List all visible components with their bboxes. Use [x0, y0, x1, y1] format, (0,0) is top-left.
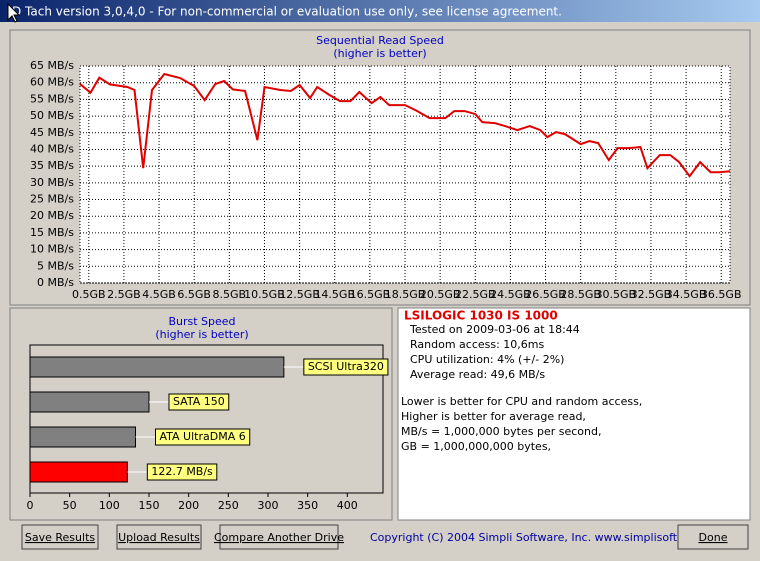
button-label: Done — [699, 531, 728, 544]
read-line — [79, 72, 731, 178]
y-tick-label: 50 MB/s — [30, 109, 74, 122]
bar — [29, 356, 285, 378]
x-tick-label: 6.5GB — [177, 288, 211, 301]
info-note: Lower is better for CPU and random acces… — [401, 395, 642, 408]
x-tick-label: 32.5GB — [631, 288, 672, 301]
y-tick-label: 35 MB/s — [30, 159, 74, 172]
bar — [29, 461, 128, 483]
y-tick-label: 5 MB/s — [37, 259, 74, 272]
x-tick-label: 0 — [27, 499, 34, 512]
label-box — [303, 358, 389, 376]
window-title: D Tach version 3,0,4,0 - For non-commerc… — [12, 5, 562, 19]
bar-label: ATA UltraDMA 6 — [160, 430, 246, 443]
x-tick-label: 30.5GB — [596, 288, 637, 301]
label-box — [155, 428, 251, 446]
bar — [29, 391, 150, 413]
info-note: MB/s = 1,000,000 bytes per second, — [401, 425, 601, 438]
button[interactable]: Save Results — [21, 524, 99, 550]
cursor — [7, 2, 21, 23]
button[interactable]: Done — [677, 524, 749, 550]
info-line: Average read: 49,6 MB/s — [410, 368, 545, 381]
info-note: GB = 1,000,000,000 bytes, — [401, 440, 551, 453]
y-tick-label: 0 MB/s — [37, 276, 74, 289]
x-tick-label: 100 — [99, 499, 120, 512]
chart-subtitle: (higher is better) — [155, 328, 248, 341]
y-tick-label: 40 MB/s — [30, 142, 74, 155]
x-tick-label: 4.5GB — [142, 288, 176, 301]
bar — [29, 426, 137, 448]
info-line: Random access: 10,6ms — [410, 338, 545, 351]
info-line: CPU utilization: 4% (+/- 2%) — [410, 353, 564, 366]
y-tick-label: 65 MB/s — [30, 59, 74, 72]
button-label: Upload Results — [118, 531, 200, 544]
x-tick-label: 250 — [218, 499, 239, 512]
x-tick-label: 300 — [257, 499, 278, 512]
button[interactable]: Compare Another Drive — [214, 524, 344, 550]
button-face — [21, 524, 99, 550]
x-tick-label: 28.5GB — [560, 288, 601, 301]
x-tick-label: 24.5GB — [490, 288, 531, 301]
title-bar — [0, 0, 760, 22]
info-note: Higher is better for average read, — [401, 410, 586, 423]
x-tick-label: 50 — [63, 499, 77, 512]
button-face — [219, 524, 339, 550]
chart-title: Sequential Read Speed — [316, 34, 444, 47]
bar-label: SCSI Ultra320 — [308, 360, 384, 373]
info-panel — [397, 307, 751, 521]
y-tick-label: 10 MB/s — [30, 243, 74, 256]
button-label: Compare Another Drive — [214, 531, 344, 544]
x-tick-label: 34.5GB — [666, 288, 707, 301]
copyright: Copyright (C) 2004 Simpli Software, Inc.… — [370, 531, 731, 544]
button[interactable]: Upload Results — [116, 524, 202, 550]
x-tick-label: 12.5GB — [279, 288, 320, 301]
x-tick-label: 20.5GB — [420, 288, 461, 301]
x-tick-label: 350 — [297, 499, 318, 512]
drive-name: LSILOGIC 1030 IS 1000 — [404, 309, 558, 323]
y-tick-label: 30 MB/s — [30, 176, 74, 189]
y-tick-label: 20 MB/s — [30, 209, 74, 222]
button-label: Save Results — [25, 531, 95, 544]
x-tick-label: 400 — [337, 499, 358, 512]
y-tick-label: 45 MB/s — [30, 126, 74, 139]
x-tick-label: 2.5GB — [107, 288, 141, 301]
x-tick-label: 200 — [178, 499, 199, 512]
chart-subtitle: (higher is better) — [333, 47, 426, 60]
x-tick-label: 26.5GB — [525, 288, 566, 301]
x-tick-label: 8.5GB — [213, 288, 247, 301]
x-tick-label: 0.5GB — [72, 288, 106, 301]
x-tick-label: 14.5GB — [314, 288, 355, 301]
label-box — [146, 463, 218, 481]
info-line: Tested on 2009-03-06 at 18:44 — [409, 323, 580, 336]
bar-label: SATA 150 — [173, 395, 225, 408]
button-face — [116, 524, 202, 550]
x-tick-label: 36.5GB — [701, 288, 742, 301]
y-tick-label: 15 MB/s — [30, 226, 74, 239]
y-tick-label: 25 MB/s — [30, 193, 74, 206]
x-tick-label: 22.5GB — [455, 288, 496, 301]
label-box — [168, 393, 230, 411]
y-tick-label: 55 MB/s — [30, 92, 74, 105]
x-tick-label: 10.5GB — [244, 288, 285, 301]
x-tick-label: 16.5GB — [350, 288, 391, 301]
y-tick-label: 60 MB/s — [30, 76, 74, 89]
button-face — [677, 524, 749, 550]
bar-label: 122.7 MB/s — [151, 465, 213, 478]
x-tick-label: 150 — [138, 499, 159, 512]
chart-title: Burst Speed — [168, 315, 235, 328]
x-tick-label: 18.5GB — [385, 288, 426, 301]
